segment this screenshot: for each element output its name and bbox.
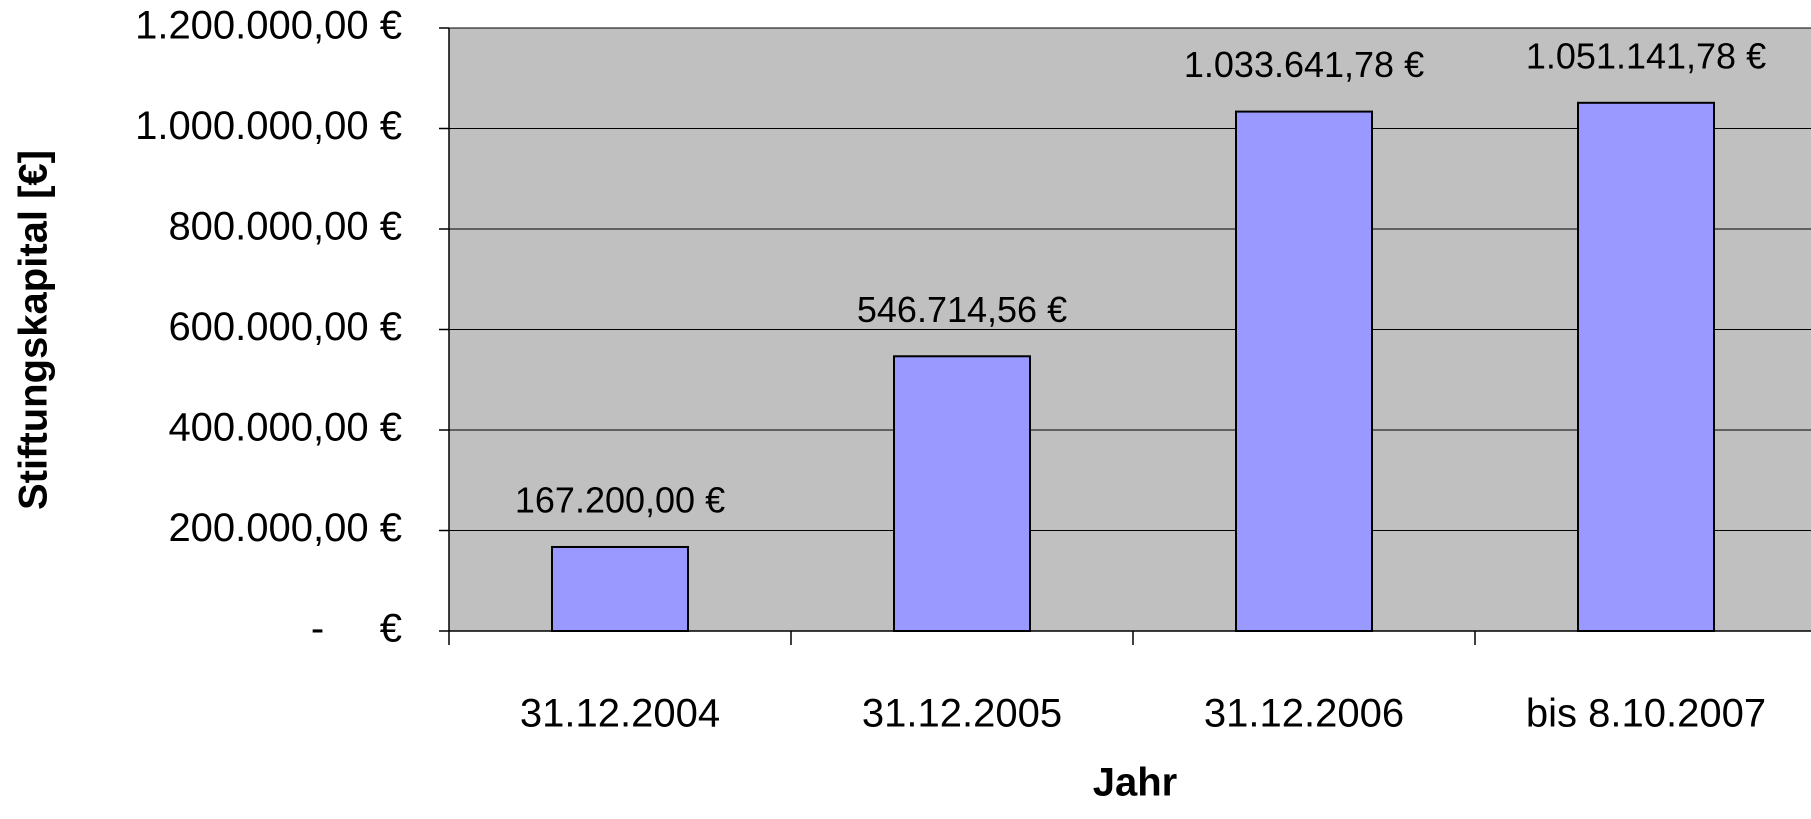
x-tick-label: 31.12.2005 <box>862 692 1062 736</box>
y-tick-label: 1.000.000,00 € <box>135 104 402 148</box>
y-tick-label: - € <box>311 607 402 651</box>
bar <box>1235 110 1373 632</box>
x-tick-label: bis 8.10.2007 <box>1526 692 1766 736</box>
y-tick-label: 1.200.000,00 € <box>135 4 402 48</box>
value-label: 1.033.641,78 € <box>1184 44 1424 85</box>
y-tick-label: 600.000,00 € <box>168 305 402 349</box>
bar <box>551 545 689 632</box>
x-axis-title: Jahr <box>1093 761 1178 805</box>
y-tick-label: 400.000,00 € <box>168 406 402 450</box>
x-tick-label: 31.12.2006 <box>1204 692 1404 736</box>
bar <box>893 355 1031 632</box>
value-label: 1.051.141,78 € <box>1526 35 1766 76</box>
value-label: 167.200,00 € <box>515 479 725 520</box>
bar <box>1577 101 1715 632</box>
x-tick-label: 31.12.2004 <box>520 692 720 736</box>
y-tick-label: 200.000,00 € <box>168 506 402 550</box>
value-label: 546.714,56 € <box>857 289 1067 330</box>
y-axis-title: Stiftungskapital [€] <box>12 150 56 510</box>
y-tick-label: 800.000,00 € <box>168 205 402 249</box>
